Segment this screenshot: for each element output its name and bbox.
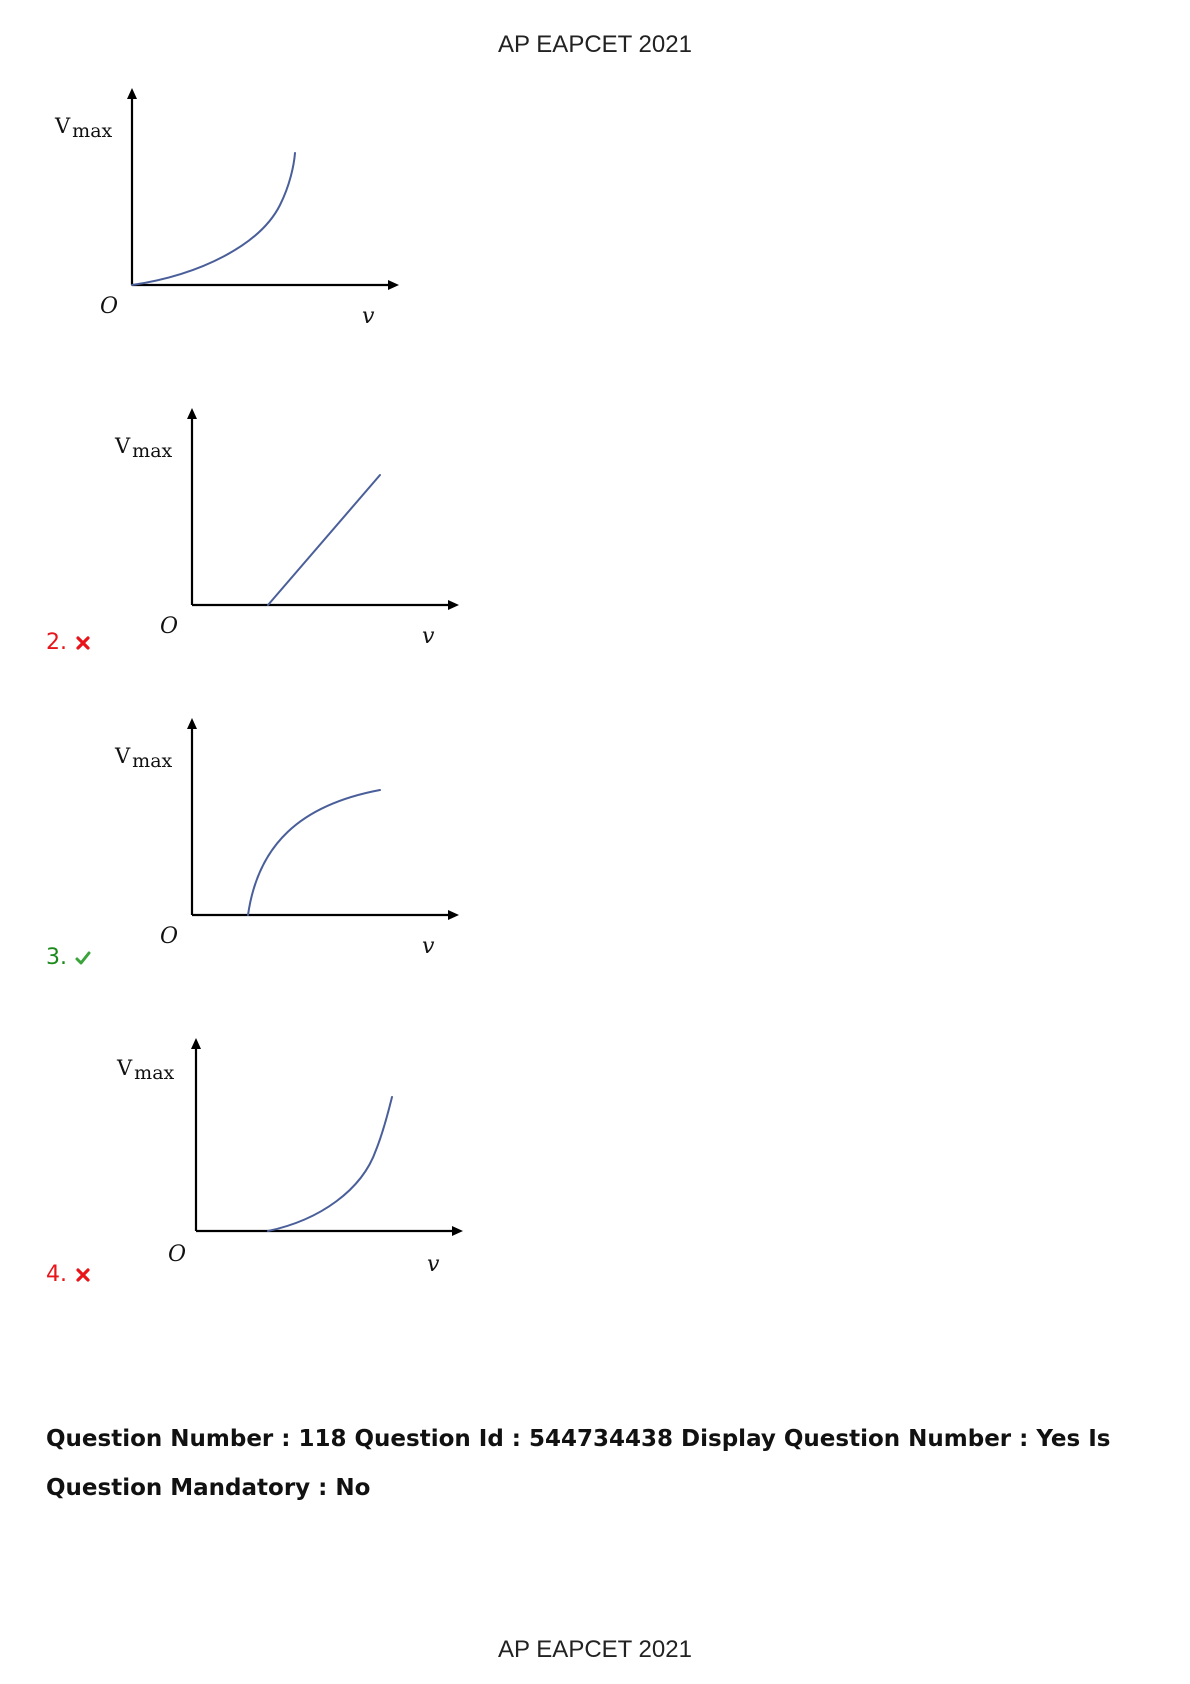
- x-axis-arrow: [448, 910, 459, 920]
- origin-label: O: [100, 294, 118, 319]
- page-header: AP EAPCET 2021: [498, 31, 692, 58]
- cross-icon: [76, 635, 90, 650]
- x-axis-label: v: [422, 624, 435, 649]
- option-4-label: 4.: [46, 1262, 91, 1287]
- y-axis-arrow: [127, 88, 137, 99]
- y-axis-arrow: [187, 718, 197, 729]
- question-meta: Question Number : 118 Question Id : 5447…: [46, 1426, 1111, 1501]
- x-axis-arrow: [452, 1226, 463, 1236]
- x-axis-label: v: [422, 934, 435, 959]
- option-3-label: 3.: [46, 945, 91, 970]
- y-axis-arrow: [191, 1038, 201, 1049]
- y-axis-arrow: [187, 408, 197, 419]
- option-2-label: 2.: [46, 630, 91, 655]
- origin-label: O: [160, 924, 178, 949]
- x-axis-label: v: [362, 304, 375, 329]
- check-icon: [75, 951, 91, 964]
- x-axis-arrow: [388, 280, 399, 290]
- page-footer: AP EAPCET 2021: [498, 1636, 692, 1663]
- curve: [131, 152, 296, 286]
- curve: [247, 789, 381, 916]
- origin-label: O: [160, 614, 178, 639]
- cross-icon: [76, 1267, 90, 1282]
- x-axis-arrow: [448, 600, 459, 610]
- x-axis-label: v: [427, 1252, 440, 1277]
- origin-label: O: [168, 1242, 186, 1267]
- curve: [267, 1096, 393, 1232]
- curve: [267, 474, 381, 606]
